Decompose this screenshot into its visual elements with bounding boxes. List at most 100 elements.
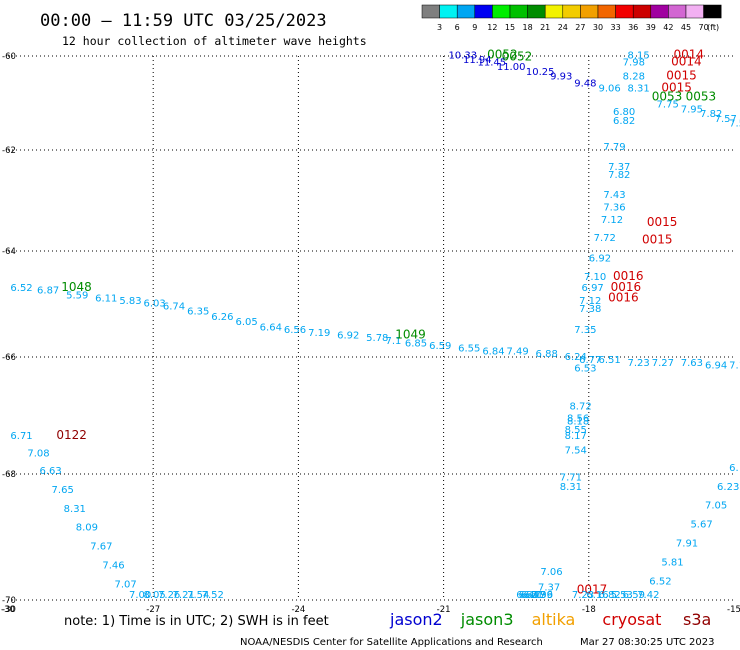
pass-time-label: 1049 [395,327,426,341]
wave-height-point: 6.96 [531,590,553,601]
wave-height-point: 7.54 [187,590,209,601]
grid-lines [8,55,734,601]
wave-height-point: 8.55 [565,425,587,436]
wave-height-point: 5.59 [66,291,88,302]
wave-height-point: 6.35 [187,307,209,318]
wave-height-point: 7.23 [628,358,650,369]
x-tick-label: -24 [291,605,305,615]
pass-time-label: 1048 [61,280,92,294]
colorbar-label: 36 [628,23,638,32]
wave-height-point: 7.52 [202,590,224,601]
wave-height-point: 6.11 [95,293,117,304]
wave-height-point: 6.55 [458,344,480,355]
colorbar-swatch [703,4,722,19]
wave-height-point: 6.63 [39,466,61,477]
wave-height-point: 7.65 [52,485,74,496]
wave-height-point: 7.37 [608,162,630,173]
wave-height-point: 7.53 [729,119,740,130]
wave-height-point: 7.38 [579,304,601,315]
pass-time-label: 0053 [686,90,717,104]
wave-height-point: 7.06 [540,567,562,578]
wave-height-point: 6.26 [211,312,233,323]
wave-height-point: 7.95 [681,104,703,115]
wave-height-point: 7.19 [308,328,330,339]
wave-height-point: 7.71 [560,472,582,483]
wave-height-point: 6.82 [598,590,620,601]
wave-height-point: 7.07 [114,579,136,590]
wave-height-point: 6.74 [163,301,185,312]
wave-height-point: 5.83 [119,296,141,307]
wave-height-point: 10.33 [448,50,477,61]
colorbar-unit: (ft) [707,23,719,32]
wave-height-point: 6.63 [516,590,538,601]
y-tick-label: -68 [2,470,16,480]
wave-height-point: 6.59 [623,590,645,601]
wave-height-point: 8.18 [567,416,589,427]
x-tick-label: -18 [582,605,596,615]
wave-height-point: 7.98 [623,57,645,68]
wave-height-point: 6.47 [523,590,545,601]
x-tick-label: -27 [146,605,160,615]
x-tick-label: -21 [437,605,451,615]
wave-height-point: 6.82 [613,116,635,127]
colorbar-swatch [668,4,687,19]
wave-height-point: 8.28 [623,72,645,83]
wave-height-point: 8.31 [64,504,86,515]
pass-time-label: 0052 [487,47,518,61]
colorbar-label: 24 [558,23,568,32]
wave-height-point: 7.67 [90,542,112,553]
pass-time-label: 0014 [674,47,705,61]
wave-height-point: 7.23 [572,590,594,601]
wave-height-point: 6.16 [586,590,608,601]
wave-height-point: 6.80 [613,107,635,118]
y-tick-label: -64 [2,247,16,257]
wave-height-point: 6.51 [598,355,620,366]
wave-height-point: 11.00 [497,62,526,73]
wave-height-point: 6.53 [574,364,596,375]
colorbar-label: 42 [663,23,673,32]
wave-height-point: 10.25 [526,67,555,78]
pass-time-label: 0016 [613,269,644,283]
wave-height-point: 7.27 [652,358,674,369]
wave-height-point: 7.75 [657,100,679,111]
colorbar-label: 18 [523,23,533,32]
footer-timestamp: Mar 27 08:30:25 UTC 2023 [580,637,715,648]
x-tick-label: -30 [1,605,15,615]
wave-height-point: 6.05 [235,317,257,328]
colorbar-label: 3 [437,23,442,32]
wave-height-point: 7.72 [594,233,616,244]
colorbar-label: 70 [699,23,709,32]
colorbar-swatch [580,4,599,19]
wave-height-point: 6.77 [579,355,601,366]
wave-height-point: 7.49 [507,346,529,357]
wave-height-point: 11.94 [463,55,492,66]
wave-height-point: 8.15 [628,50,650,61]
pass-time-label: 0015 [642,232,673,246]
colorbar-swatch [439,4,458,19]
wave-height-point: 6.97 [582,283,604,294]
legend-jason2: jason2 [389,610,443,629]
colorbar-label: 12 [487,23,497,32]
footer-note: note: 1) Time is in UTC; 2) SWH is in fe… [64,614,329,629]
wave-height-point: 11.45 [477,57,506,68]
wave-height-point: 6.56 [284,325,306,336]
colorbar-label: 33 [611,23,621,32]
wave-height-point: 7.36 [603,203,625,214]
wave-height-point: 8.17 [565,431,587,442]
colorbar-swatch [492,4,511,19]
wave-height-point: 5.78 [366,333,388,344]
wave-height-point: 9.06 [598,83,620,94]
wave-height-point: 5.53 [611,590,633,601]
colorbar-swatch [632,4,652,19]
wave-height-point: 7.37 [538,583,560,594]
wave-height-point: 7.1 [386,336,402,347]
wave-height-point: 6. [729,463,739,474]
x-tick-label: -30 [2,605,16,615]
wave-height-point: 7.26 [158,590,180,601]
wave-height-point: 6.71 [10,431,32,442]
wave-height-point: 7.05 [705,501,727,512]
wave-height-point: 6.52 [649,576,671,587]
colorbar-swatch [685,4,704,19]
